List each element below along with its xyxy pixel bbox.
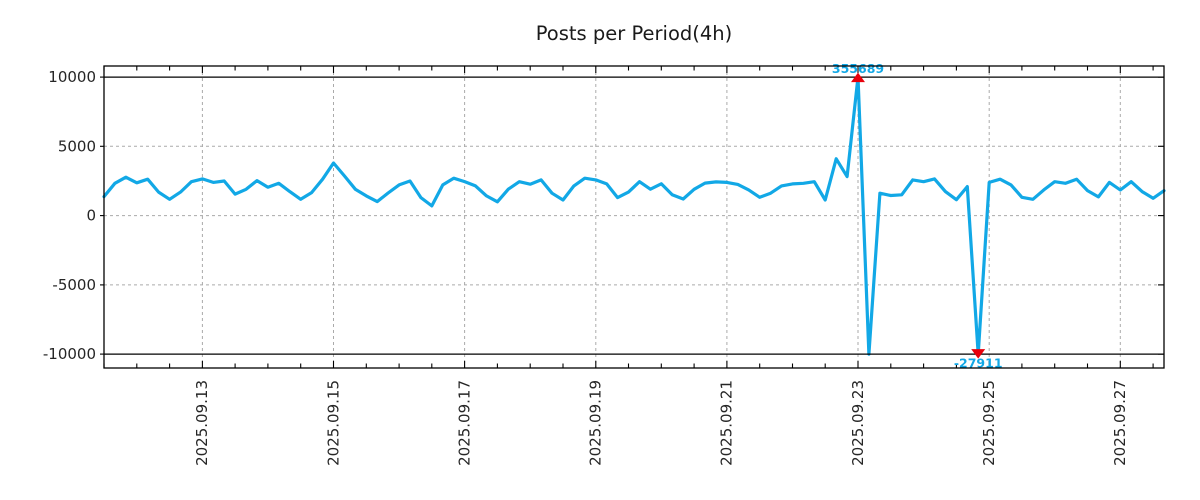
- x-tick-label: 2025.09.25: [980, 380, 998, 466]
- x-tick-label: 2025.09.15: [324, 380, 342, 466]
- y-tick-label: 0: [86, 207, 96, 225]
- x-tick-label: 2025.09.17: [455, 380, 473, 466]
- x-tick-label: 2025.09.13: [193, 380, 211, 466]
- y-tick-label: 5000: [58, 137, 96, 155]
- x-tick-label: 2025.09.27: [1111, 380, 1129, 466]
- plot-border: [103, 65, 1165, 369]
- max-marker-triangle-up-icon: [851, 72, 865, 83]
- x-tick-label: 2025.09.19: [587, 380, 605, 466]
- x-tick-label: 2025.09.21: [718, 380, 736, 466]
- series-line: [102, 75, 1166, 356]
- y-tick-label: -5000: [52, 276, 96, 294]
- min-marker-triangle-down-icon: [971, 349, 986, 359]
- max-annotation: 355689: [832, 61, 884, 76]
- y-tick-label: -10000: [43, 345, 96, 363]
- x-tick-label: 2025.09.23: [849, 380, 867, 466]
- min-annotation: -27911: [954, 356, 1003, 371]
- y-tick-label: 10000: [48, 68, 96, 86]
- chart-title: Posts per Period(4h): [536, 22, 733, 45]
